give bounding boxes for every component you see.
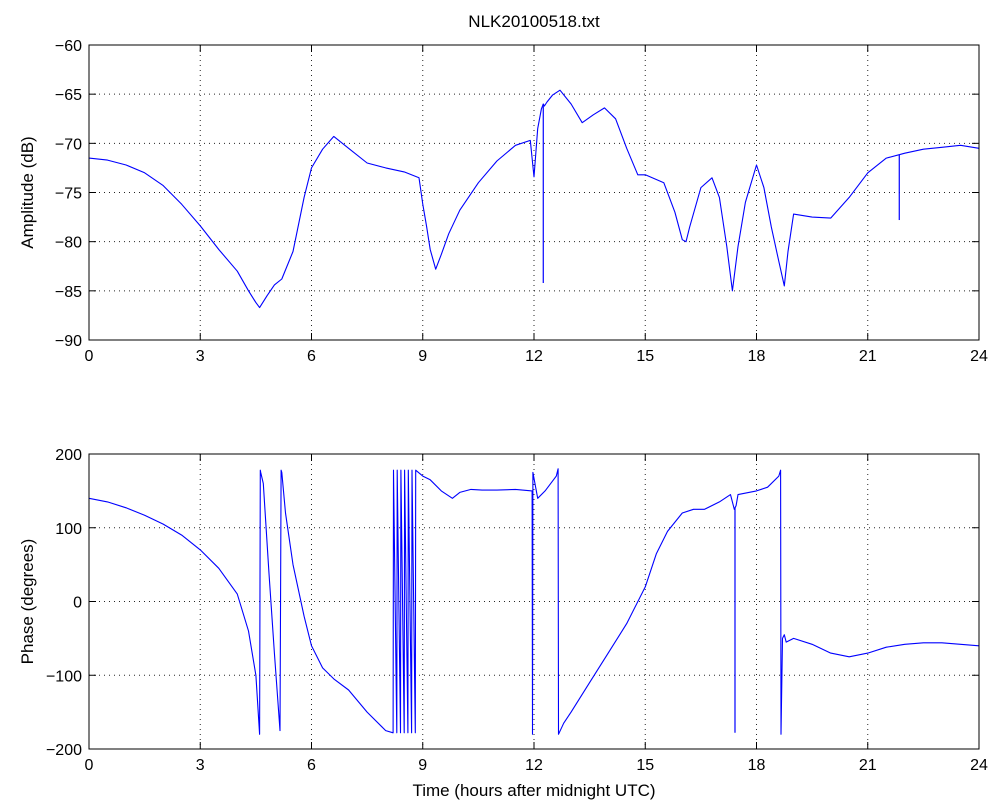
chart-title: NLK20100518.txt [468,12,600,31]
phase-x-tick-label: 12 [525,757,543,774]
phase-x-tick-label: 9 [418,757,427,774]
phase-y-tick-label: 100 [55,521,82,538]
phase-x-tick-label: 24 [970,757,988,774]
amplitude-y-tick-label: −60 [55,38,82,55]
phase-x-tick-label: 6 [307,757,316,774]
amplitude-x-tick-label: 15 [636,348,654,365]
amplitude-y-tick-label: −70 [55,136,82,153]
amplitude-x-tick-label: 9 [418,348,427,365]
amplitude-y-tick-label: −75 [55,186,82,203]
amplitude-y-axis-label: Amplitude (dB) [18,136,37,248]
phase-x-tick-label: 18 [748,757,766,774]
amplitude-x-tick-label: 21 [859,348,877,365]
phase-x-tick-label: 21 [859,757,877,774]
phase-x-tick-label: 15 [636,757,654,774]
phase-y-tick-label: −200 [46,742,82,759]
phase-series-line [88,468,980,735]
phase-y-axis-label: Phase (degrees) [18,539,37,665]
phase-y-tick-label: 200 [55,447,82,464]
amplitude-x-tick-label: 0 [85,348,94,365]
phase-x-tick-label: 0 [85,757,94,774]
amplitude-series-line [88,89,980,309]
amplitude-y-tick-label: −80 [55,235,82,252]
phase-y-tick-label: −100 [46,668,82,685]
amplitude-x-tick-label: 6 [307,348,316,365]
phase-x-tick-label: 3 [196,757,205,774]
amplitude-x-tick-label: 18 [748,348,766,365]
amplitude-x-tick-label: 24 [970,348,988,365]
amplitude-y-tick-label: −85 [55,284,82,301]
phase-y-tick-label: 0 [73,595,82,612]
phase-x-axis-label: Time (hours after midnight UTC) [412,781,655,800]
phase-panel: 0 3 6 9 12 15 18 21 24 −200 −100 0 100 200 Phase (degr… [18,447,988,800]
amplitude-panel: 0 3 6 9 12 15 18 21 24 −90 −85 −80 −75 −70 −65 −60 Ampli… [18,38,988,365]
amplitude-x-tick-label: 12 [525,348,543,365]
amplitude-y-tick-label: −65 [55,87,82,104]
amplitude-y-tick-label: −90 [55,333,82,350]
amplitude-x-tick-label: 3 [196,348,205,365]
